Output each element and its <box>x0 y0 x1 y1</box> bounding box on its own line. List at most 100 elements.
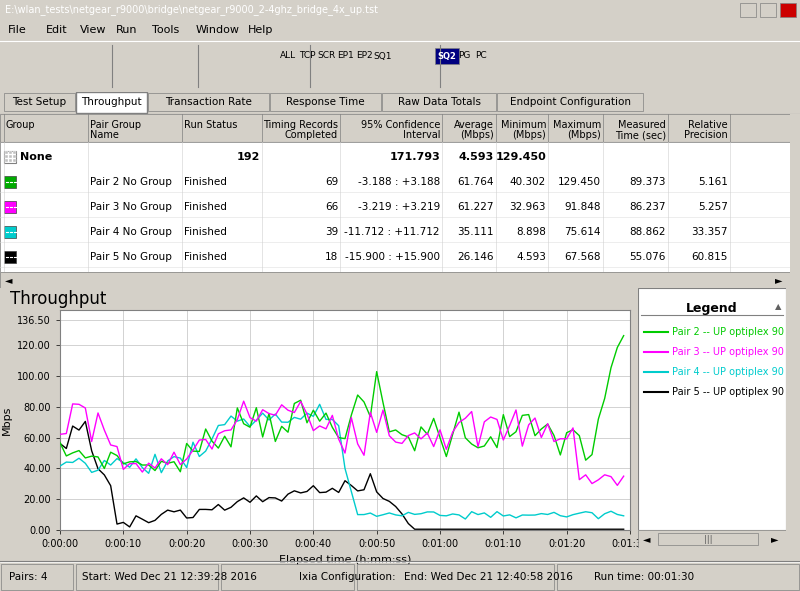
Text: Throughput: Throughput <box>10 290 106 308</box>
Bar <box>740 3 756 17</box>
Bar <box>4 226 16 238</box>
Text: Run Status: Run Status <box>184 120 238 130</box>
Text: Transaction Rate: Transaction Rate <box>165 97 252 107</box>
Bar <box>221 564 354 590</box>
Bar <box>4 201 16 213</box>
Text: SQ1: SQ1 <box>374 51 392 60</box>
Text: ►: ► <box>775 275 782 285</box>
Text: Pair 4 No Group: Pair 4 No Group <box>90 227 172 237</box>
Bar <box>9 155 12 158</box>
Text: 129.450: 129.450 <box>558 177 601 187</box>
Text: Pair 5 -- UP optiplex 90: Pair 5 -- UP optiplex 90 <box>672 387 784 397</box>
Text: Group: Group <box>6 120 36 130</box>
Text: Timing Records: Timing Records <box>263 120 338 130</box>
Text: 88.862: 88.862 <box>630 227 666 237</box>
Text: Finished: Finished <box>184 227 227 237</box>
Text: Test Setup: Test Setup <box>13 97 66 107</box>
Text: Pair Group: Pair Group <box>90 120 141 130</box>
Text: 35.111: 35.111 <box>458 227 494 237</box>
Bar <box>557 564 799 590</box>
Text: -3.219 : +3.219: -3.219 : +3.219 <box>358 202 440 212</box>
Text: 75.614: 75.614 <box>565 227 601 237</box>
Text: (Mbps): (Mbps) <box>567 130 601 140</box>
Text: 33.357: 33.357 <box>691 227 728 237</box>
Text: 32.963: 32.963 <box>510 202 546 212</box>
Text: 69: 69 <box>325 177 338 187</box>
Text: Time (sec): Time (sec) <box>615 130 666 140</box>
Text: Response Time: Response Time <box>286 97 365 107</box>
Bar <box>1 564 73 590</box>
Text: Endpoint Configuration: Endpoint Configuration <box>510 97 630 107</box>
X-axis label: Elapsed time (h:mm:ss): Elapsed time (h:mm:ss) <box>279 554 411 564</box>
Text: Ixia Configuration:: Ixia Configuration: <box>299 572 396 582</box>
Bar <box>658 533 758 545</box>
Text: Precision: Precision <box>684 130 728 140</box>
Text: Pair 4 -- UP optiplex 90: Pair 4 -- UP optiplex 90 <box>672 367 784 377</box>
Text: 5.257: 5.257 <box>698 202 728 212</box>
Bar <box>5 159 8 162</box>
Text: Interval: Interval <box>402 130 440 140</box>
Bar <box>76 92 147 113</box>
Text: 4.593: 4.593 <box>458 152 494 162</box>
Text: 129.450: 129.450 <box>495 152 546 162</box>
Text: Average: Average <box>454 120 494 130</box>
Text: Raw Data Totals: Raw Data Totals <box>398 97 481 107</box>
Text: 4.593: 4.593 <box>516 252 546 262</box>
Text: Name: Name <box>90 130 119 140</box>
Text: Minimum: Minimum <box>501 120 546 130</box>
Text: Pair 5 No Group: Pair 5 No Group <box>90 252 172 262</box>
Text: Relative: Relative <box>688 120 728 130</box>
Text: Finished: Finished <box>184 177 227 187</box>
Bar <box>4 151 16 163</box>
Text: |||: ||| <box>704 534 712 544</box>
Text: Window: Window <box>196 25 240 35</box>
Text: 55.076: 55.076 <box>630 252 666 262</box>
Text: ►: ► <box>771 534 778 544</box>
Text: Edit: Edit <box>46 25 68 35</box>
Bar <box>497 93 643 111</box>
Text: SCR: SCR <box>317 51 335 60</box>
Bar <box>76 564 218 590</box>
Text: 95% Confidence: 95% Confidence <box>361 120 440 130</box>
Text: PG: PG <box>458 51 470 60</box>
Text: 61.764: 61.764 <box>458 177 494 187</box>
Bar <box>5 155 8 158</box>
Text: Throughput: Throughput <box>81 97 142 107</box>
Y-axis label: Mbps: Mbps <box>2 405 12 435</box>
Text: None: None <box>20 152 52 162</box>
Text: View: View <box>80 25 106 35</box>
Text: 5.161: 5.161 <box>698 177 728 187</box>
Text: 18: 18 <box>325 252 338 262</box>
Text: Legend: Legend <box>686 302 738 315</box>
Text: Pair 2 -- UP optiplex 90: Pair 2 -- UP optiplex 90 <box>672 327 784 337</box>
Text: Start: Wed Dec 21 12:39:28 2016: Start: Wed Dec 21 12:39:28 2016 <box>82 572 257 582</box>
Text: Help: Help <box>248 25 274 35</box>
Bar <box>9 151 12 154</box>
Bar <box>13 151 16 154</box>
Text: 40.302: 40.302 <box>510 177 546 187</box>
Text: (Mbps): (Mbps) <box>460 130 494 140</box>
Bar <box>13 159 16 162</box>
Text: Tools: Tools <box>152 25 179 35</box>
Bar <box>4 93 75 111</box>
Bar <box>148 93 269 111</box>
Text: Pair 3 No Group: Pair 3 No Group <box>90 202 172 212</box>
Text: -11.712 : +11.712: -11.712 : +11.712 <box>345 227 440 237</box>
Text: End: Wed Dec 21 12:40:58 2016: End: Wed Dec 21 12:40:58 2016 <box>404 572 573 582</box>
Bar <box>5 151 8 154</box>
Text: 8.898: 8.898 <box>516 227 546 237</box>
Text: Measured: Measured <box>618 120 666 130</box>
Text: 61.227: 61.227 <box>458 202 494 212</box>
Text: ▲: ▲ <box>774 302 782 311</box>
Text: E:\wlan_tests\netgear_r9000\bridge\netgear_r9000_2-4ghz_bridge_4x_up.tst: E:\wlan_tests\netgear_r9000\bridge\netge… <box>5 5 378 15</box>
Text: TCP: TCP <box>298 51 315 60</box>
Text: 89.373: 89.373 <box>630 177 666 187</box>
Bar <box>760 3 776 17</box>
Text: SQ2: SQ2 <box>438 51 457 60</box>
Bar <box>357 564 554 590</box>
Text: 26.146: 26.146 <box>458 252 494 262</box>
Text: Finished: Finished <box>184 252 227 262</box>
Text: Maximum: Maximum <box>553 120 601 130</box>
Bar <box>13 155 16 158</box>
Bar <box>4 251 16 263</box>
